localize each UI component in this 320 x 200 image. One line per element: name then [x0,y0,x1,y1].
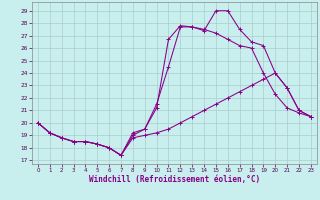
X-axis label: Windchill (Refroidissement éolien,°C): Windchill (Refroidissement éolien,°C) [89,175,260,184]
